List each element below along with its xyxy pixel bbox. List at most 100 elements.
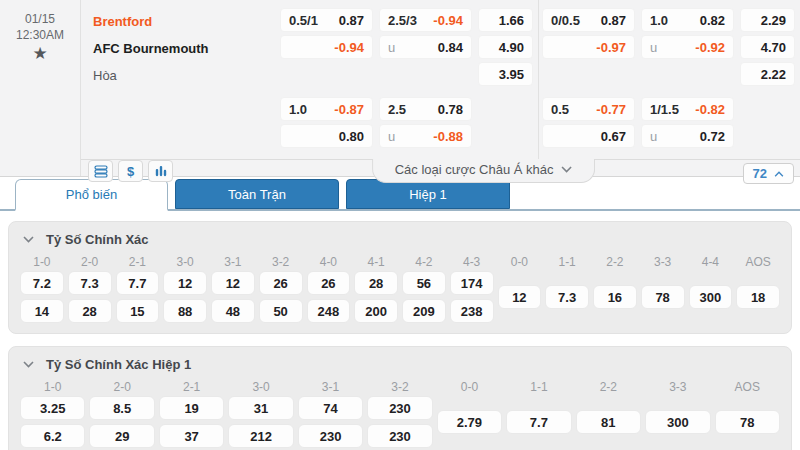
odds-cell[interactable]: -0.94 bbox=[280, 35, 373, 59]
score-odds-cell[interactable]: 7.2 bbox=[20, 271, 64, 295]
odds-cell[interactable]: 4.70 bbox=[740, 35, 795, 59]
score-odds-cell[interactable]: 37 bbox=[159, 424, 224, 448]
section-header[interactable]: Tỷ Số Chính Xác bbox=[20, 227, 780, 252]
score-odds-cell[interactable]: 15 bbox=[116, 299, 160, 323]
score-label: AOS bbox=[736, 253, 780, 271]
odds-cell[interactable]: 2.29 bbox=[740, 8, 795, 32]
odds-cell[interactable]: 1.66 bbox=[478, 8, 533, 32]
odds-cell[interactable]: 4.90 bbox=[478, 35, 533, 59]
score-odds-cell[interactable]: 2.79 bbox=[437, 410, 502, 434]
score-odds-cell[interactable]: 209 bbox=[402, 299, 446, 323]
score-odds-cell[interactable]: 19 bbox=[159, 396, 224, 420]
score-label: 2-1 bbox=[159, 378, 224, 396]
score-odds-cell[interactable]: 56 bbox=[402, 271, 446, 295]
odds-market-column: 0/0.50.87 -0.97 bbox=[542, 8, 635, 89]
chevron-down-icon bbox=[23, 361, 34, 368]
odds-cell[interactable]: 0.67 bbox=[542, 124, 635, 148]
score-odds-cell[interactable]: 74 bbox=[298, 396, 363, 420]
score-odds-cell[interactable]: 29 bbox=[89, 424, 154, 448]
score-odds-cell[interactable]: 88 bbox=[163, 299, 207, 323]
odds-cell[interactable]: 1/1.5-0.82 bbox=[641, 97, 734, 121]
score-odds-cell[interactable]: 7.3 bbox=[68, 271, 112, 295]
odds-cell[interactable]: 0.5-0.77 bbox=[542, 97, 635, 121]
score-odds-cell[interactable]: 50 bbox=[259, 299, 303, 323]
score-label: 3-1 bbox=[211, 253, 255, 271]
score-odds-cell[interactable]: 31 bbox=[228, 396, 293, 420]
other-asian-markets-dropdown[interactable]: Các loại cược Châu Á khác bbox=[372, 159, 596, 183]
score-sections: Tỷ Số Chính Xác1-07.2142-07.3282-17.7153… bbox=[0, 221, 800, 450]
odds-cell[interactable]: 2.22 bbox=[740, 62, 795, 86]
score-odds-cell[interactable]: 8.5 bbox=[89, 396, 154, 420]
odds-cell[interactable]: 0.80 bbox=[280, 124, 373, 148]
odds-cell[interactable]: u-0.88 bbox=[379, 124, 472, 148]
score-odds-cell[interactable]: 7.3 bbox=[545, 285, 589, 309]
tab-first-half[interactable]: Hiệp 1 bbox=[346, 179, 510, 209]
score-odds-cell[interactable]: 230 bbox=[367, 424, 432, 448]
score-odds-cell[interactable]: 300 bbox=[645, 410, 710, 434]
odds-value: -0.97 bbox=[596, 40, 626, 55]
odds-cell[interactable]: 1.0-0.87 bbox=[280, 97, 373, 121]
score-odds-cell[interactable]: 300 bbox=[689, 285, 733, 309]
odds-market-column: 2.50.78 u-0.88 bbox=[379, 97, 472, 151]
tab-full-match[interactable]: Toàn Trận bbox=[175, 179, 339, 209]
odds-cell[interactable]: -0.97 bbox=[542, 35, 635, 59]
score-odds-cell[interactable]: 26 bbox=[259, 271, 303, 295]
score-odds-cell[interactable]: 28 bbox=[354, 271, 398, 295]
odds-handicap: 0.5/1 bbox=[289, 13, 318, 28]
score-label: 1-0 bbox=[20, 253, 64, 271]
score-odds-cell[interactable]: 3.25 bbox=[20, 396, 85, 420]
odds-cell[interactable]: 2.50.78 bbox=[379, 97, 472, 121]
score-odds-cell[interactable]: 14 bbox=[20, 299, 64, 323]
score-odds-cell[interactable]: 18 bbox=[736, 285, 780, 309]
odds-cell[interactable]: 1.00.82 bbox=[641, 8, 734, 32]
score-odds-cell[interactable]: 12 bbox=[211, 271, 255, 295]
odds-cell[interactable]: u-0.92 bbox=[641, 35, 734, 59]
odds-cell[interactable]: 3.95 bbox=[478, 62, 533, 86]
score-odds-cell[interactable]: 12 bbox=[163, 271, 207, 295]
score-cells: 74230 bbox=[298, 396, 363, 448]
away-team-name: AFC Bournemouth bbox=[93, 35, 280, 62]
dollar-icon[interactable]: $ bbox=[118, 160, 143, 182]
score-odds-cell[interactable]: 6.2 bbox=[20, 424, 85, 448]
score-cells: 1937 bbox=[159, 396, 224, 448]
odds-cell[interactable]: u0.72 bbox=[641, 124, 734, 148]
score-cells: 2.79 bbox=[437, 396, 502, 448]
odds-group: 0/0.50.87 -0.97 1.00.82 u-0.922.29 4.70 2.22 0… bbox=[542, 8, 799, 159]
score-odds-cell[interactable]: 230 bbox=[298, 424, 363, 448]
odds-value: -0.77 bbox=[596, 102, 626, 117]
favorite-star-icon[interactable]: ★ bbox=[32, 46, 47, 62]
odds-cell[interactable]: 2.5/3-0.94 bbox=[379, 8, 472, 32]
score-odds-cell[interactable]: 78 bbox=[641, 285, 685, 309]
score-odds-cell[interactable]: 212 bbox=[228, 424, 293, 448]
score-odds-cell[interactable]: 248 bbox=[307, 299, 351, 323]
statistics-icon[interactable] bbox=[148, 160, 173, 182]
score-column: 4-3174238 bbox=[450, 253, 494, 323]
score-odds-cell[interactable]: 16 bbox=[593, 285, 637, 309]
score-odds-cell[interactable]: 174 bbox=[450, 271, 494, 295]
odds-cell[interactable]: u0.84 bbox=[379, 35, 472, 59]
score-cells: 16 bbox=[593, 271, 637, 323]
score-odds-cell[interactable]: 238 bbox=[450, 299, 494, 323]
score-label: 4-1 bbox=[354, 253, 398, 271]
odds-cell[interactable]: 0/0.50.87 bbox=[542, 8, 635, 32]
score-odds-cell[interactable]: 230 bbox=[367, 396, 432, 420]
score-odds-cell[interactable]: 12 bbox=[498, 285, 542, 309]
score-odds-cell[interactable]: 26 bbox=[307, 271, 351, 295]
score-odds-cell[interactable]: 200 bbox=[354, 299, 398, 323]
score-odds-cell[interactable]: 78 bbox=[715, 410, 780, 434]
odds-cell[interactable]: 0.5/10.87 bbox=[280, 8, 373, 32]
section-header[interactable]: Tỷ Số Chính Xác Hiệp 1 bbox=[20, 352, 780, 377]
bet-slip-icon[interactable] bbox=[88, 160, 113, 182]
score-odds-cell[interactable]: 7.7 bbox=[506, 410, 571, 434]
tab-popular[interactable]: Phổ biến bbox=[15, 179, 168, 211]
score-odds-cell[interactable]: 28 bbox=[68, 299, 112, 323]
match-odds-panel: 01/15 12:30AM ★ Brentford AFC Bournemout… bbox=[0, 0, 800, 177]
odds-value: 0.67 bbox=[601, 129, 626, 144]
score-odds-cell[interactable]: 48 bbox=[211, 299, 255, 323]
score-odds-cell[interactable]: 81 bbox=[576, 410, 641, 434]
market-count-toggle[interactable]: 72 bbox=[743, 163, 794, 184]
score-cells: 174238 bbox=[450, 271, 494, 323]
score-column: 4-128 200 bbox=[354, 253, 398, 323]
score-odds-cell[interactable]: 7.7 bbox=[116, 271, 160, 295]
score-section-card: Tỷ Số Chính Xác Hiệp 11-03.256.22-08.529… bbox=[8, 346, 792, 450]
